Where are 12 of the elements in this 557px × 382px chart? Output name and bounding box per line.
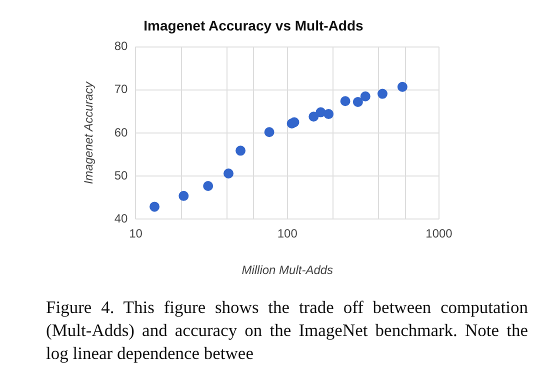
caption: Figure 4. This figure shows the trade off between computation (Mult-Adds) and accuracy on the ImageNet benchmark. Note the log linear dependence betwee (46, 296, 528, 365)
y-tick-label: 40 (114, 212, 128, 226)
x-tick-label: 100 (277, 226, 298, 241)
y-tick-label: 60 (114, 125, 128, 140)
chart-title: Imagenet Accuracy vs Mult-Adds (144, 17, 364, 34)
x-tick-label: 1000 (426, 226, 453, 241)
y-tick-label: 80 (114, 39, 128, 54)
y-tick-label: 70 (114, 82, 128, 96)
y-axis-title: Imagenet Accuracy (82, 80, 96, 184)
x-axis-title: Million Mult-Adds (242, 263, 334, 278)
y-tick-label: 50 (114, 168, 128, 182)
x-tick-label: 10 (129, 226, 143, 241)
